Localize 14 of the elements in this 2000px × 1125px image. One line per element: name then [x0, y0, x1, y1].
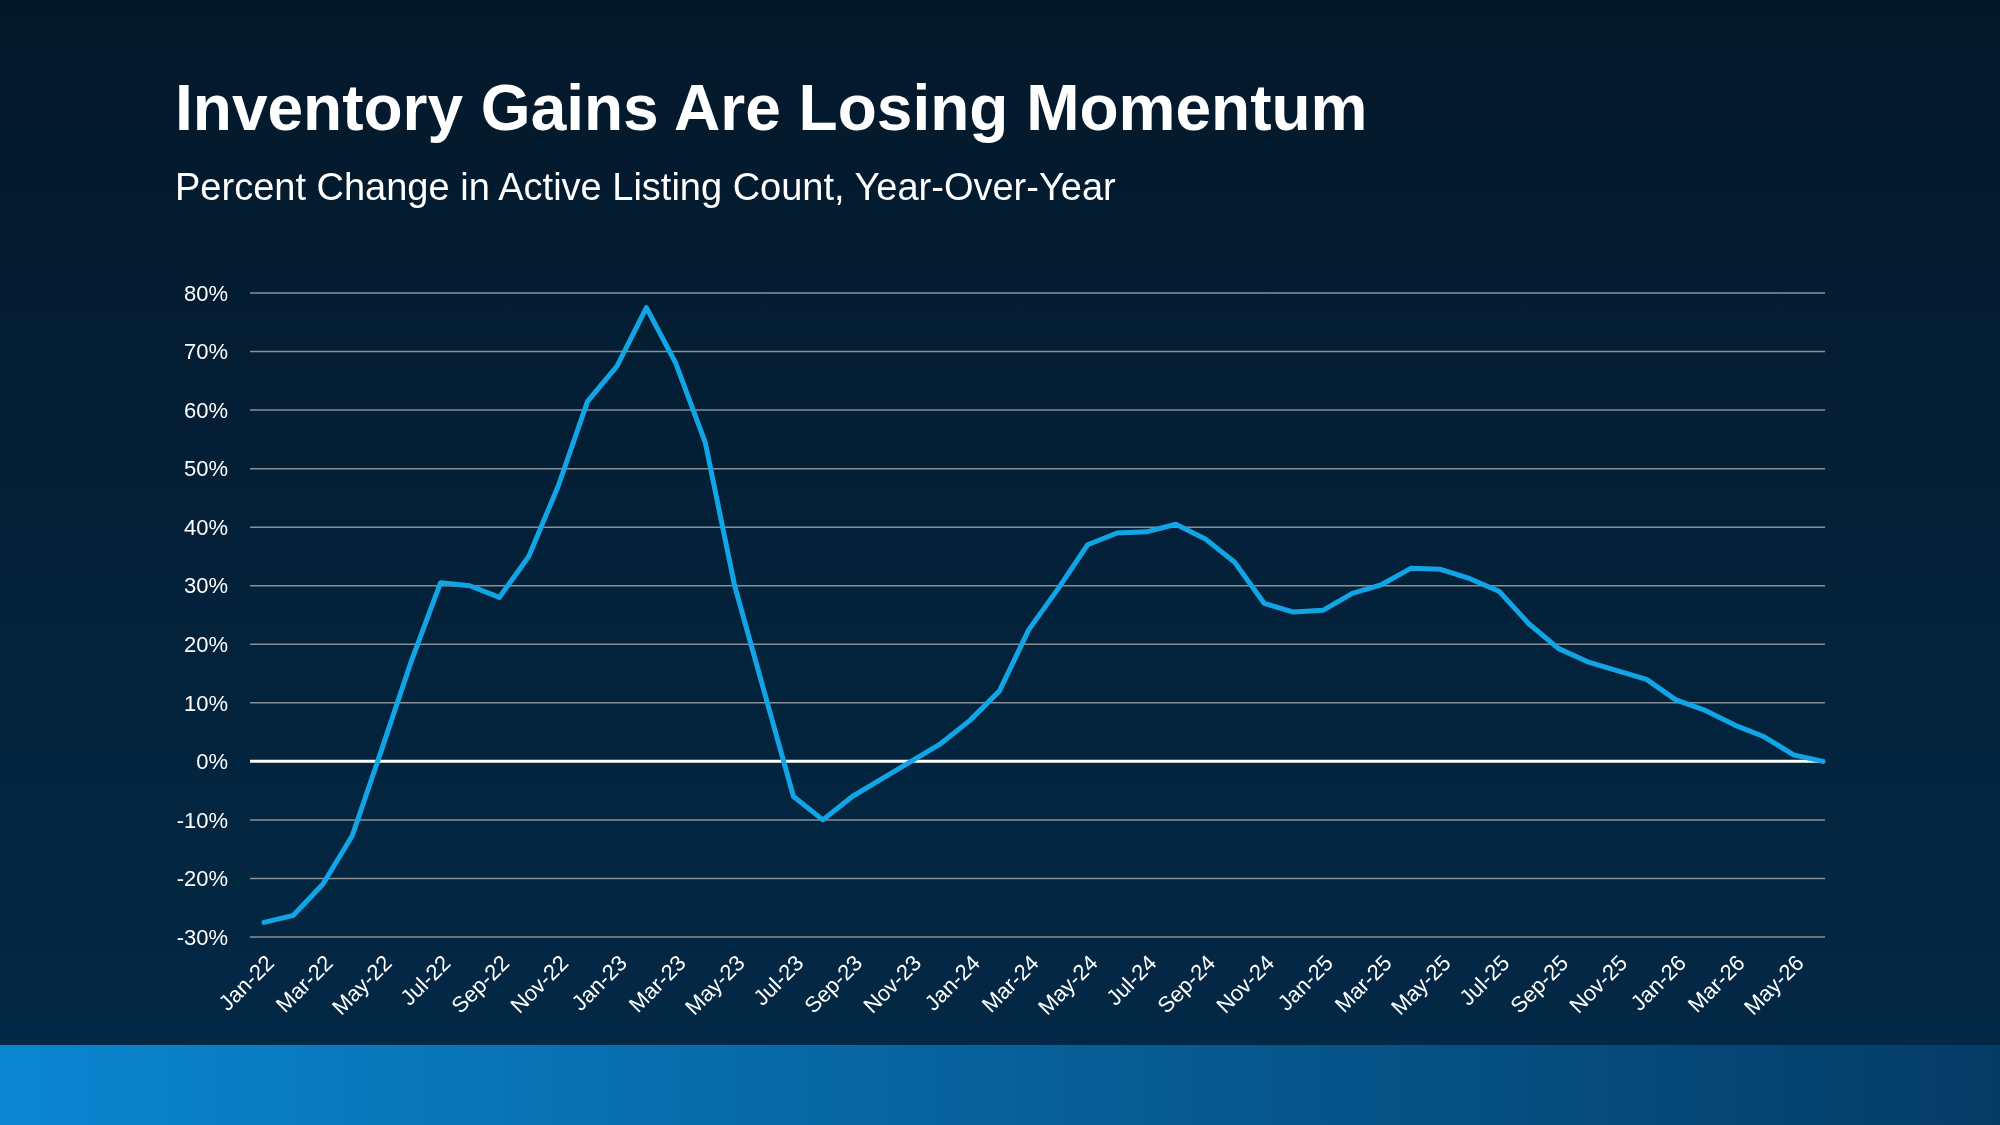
- y-tick-label: -20%: [176, 866, 228, 892]
- y-tick-label: 80%: [183, 280, 228, 306]
- chart-subtitle: Percent Change in Active Listing Count, Year-Over-Year: [175, 166, 1117, 208]
- y-tick-label: 20%: [183, 631, 228, 657]
- y-tick-label: 60%: [183, 397, 228, 423]
- y-tick-label: -30%: [176, 924, 228, 950]
- chart-title: Inventory Gains Are Losing Momentum: [175, 72, 1368, 144]
- y-tick-label: 50%: [183, 456, 228, 482]
- y-tick-label: 0%: [196, 749, 228, 775]
- y-tick-label: 40%: [183, 514, 228, 540]
- y-tick-label: 10%: [183, 690, 228, 716]
- y-tick-label: 30%: [183, 573, 228, 599]
- y-tick-label: 70%: [183, 339, 228, 365]
- y-tick-label: -10%: [176, 807, 228, 833]
